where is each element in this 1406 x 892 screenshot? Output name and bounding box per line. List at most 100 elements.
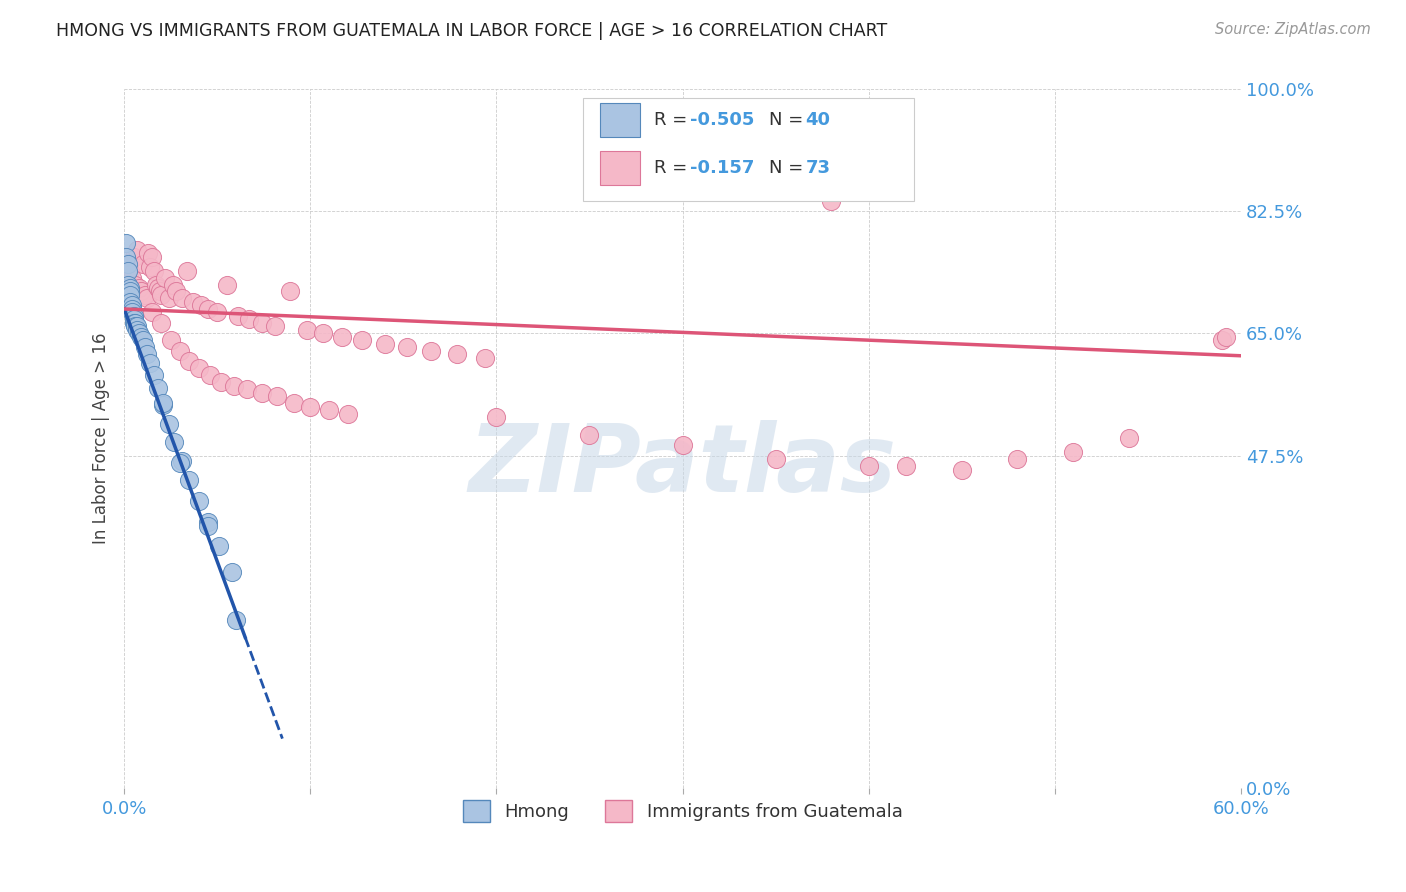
Point xyxy=(127,323,149,337)
Point xyxy=(141,305,163,319)
Y-axis label: In Labor Force | Age > 16: In Labor Force | Age > 16 xyxy=(93,333,110,544)
Point xyxy=(299,400,322,414)
Point xyxy=(222,379,245,393)
Point xyxy=(118,288,141,302)
Point xyxy=(578,427,600,442)
Point xyxy=(122,316,145,330)
Point xyxy=(485,410,508,425)
Point xyxy=(420,343,443,358)
Point xyxy=(671,438,693,452)
Point xyxy=(128,281,150,295)
Point xyxy=(250,385,273,400)
Point xyxy=(226,309,249,323)
Point xyxy=(312,326,335,341)
Point xyxy=(152,398,174,412)
Point xyxy=(121,305,143,319)
Point xyxy=(117,277,139,292)
Point xyxy=(148,285,170,299)
Point xyxy=(129,285,152,299)
Point xyxy=(141,250,163,264)
Text: Source: ZipAtlas.com: Source: ZipAtlas.com xyxy=(1215,22,1371,37)
Point xyxy=(163,434,186,449)
Point xyxy=(330,330,353,344)
Point xyxy=(170,292,193,306)
Point xyxy=(150,316,173,330)
Legend: Hmong, Immigrants from Guatemala: Hmong, Immigrants from Guatemala xyxy=(456,792,910,829)
Point xyxy=(283,396,305,410)
Point xyxy=(115,235,138,250)
Point xyxy=(134,288,156,302)
Point xyxy=(474,351,496,365)
Point xyxy=(352,334,374,348)
Point xyxy=(295,323,318,337)
Point xyxy=(176,263,198,277)
Text: -0.505: -0.505 xyxy=(690,112,755,129)
Point xyxy=(446,347,468,361)
Point xyxy=(187,361,209,376)
Point xyxy=(215,277,238,292)
Point xyxy=(145,277,167,292)
Point xyxy=(121,301,143,316)
Text: R =: R = xyxy=(654,160,699,178)
Point xyxy=(129,330,152,344)
Point xyxy=(179,473,201,487)
Point xyxy=(198,368,221,383)
Point xyxy=(179,354,201,368)
Point xyxy=(124,316,146,330)
Point xyxy=(118,295,141,310)
Point xyxy=(396,340,419,354)
Point xyxy=(197,518,219,533)
Point xyxy=(950,463,973,477)
Point xyxy=(820,194,842,208)
Point xyxy=(236,382,259,396)
Text: R =: R = xyxy=(654,112,693,129)
Point xyxy=(1211,334,1233,348)
Point xyxy=(169,343,191,358)
Point xyxy=(134,340,156,354)
Point xyxy=(187,494,209,508)
Text: N =: N = xyxy=(769,160,808,178)
Point xyxy=(225,613,247,627)
Point xyxy=(1007,452,1029,467)
Point xyxy=(894,459,917,474)
Point xyxy=(124,319,146,334)
Point xyxy=(132,334,155,348)
Point xyxy=(118,263,141,277)
Point xyxy=(374,337,396,351)
Point xyxy=(127,243,149,257)
Point xyxy=(122,312,145,326)
Point xyxy=(1118,431,1140,445)
Point xyxy=(765,452,787,467)
Point xyxy=(157,417,180,432)
Point xyxy=(318,403,340,417)
Point xyxy=(132,256,155,270)
Point xyxy=(1215,330,1237,344)
Point xyxy=(858,459,880,474)
Point xyxy=(139,356,162,370)
Point xyxy=(117,256,139,270)
Point xyxy=(181,295,204,310)
Point xyxy=(135,347,157,361)
Point xyxy=(266,389,288,403)
Text: ZIPatlas: ZIPatlas xyxy=(468,420,897,512)
Point xyxy=(146,281,169,295)
Text: N =: N = xyxy=(769,112,808,129)
Point xyxy=(157,292,180,306)
Point xyxy=(117,263,139,277)
Text: 40: 40 xyxy=(806,112,831,129)
Point xyxy=(143,368,166,383)
Point xyxy=(165,285,187,299)
Point xyxy=(115,250,138,264)
Point xyxy=(207,305,229,319)
Text: 73: 73 xyxy=(806,160,831,178)
Point xyxy=(124,277,146,292)
Point xyxy=(250,316,273,330)
Point xyxy=(122,309,145,323)
Point xyxy=(117,260,139,274)
Point xyxy=(169,456,191,470)
Point xyxy=(118,281,141,295)
Point xyxy=(162,277,184,292)
Text: -0.157: -0.157 xyxy=(690,160,755,178)
Point xyxy=(159,334,181,348)
Point xyxy=(153,270,176,285)
